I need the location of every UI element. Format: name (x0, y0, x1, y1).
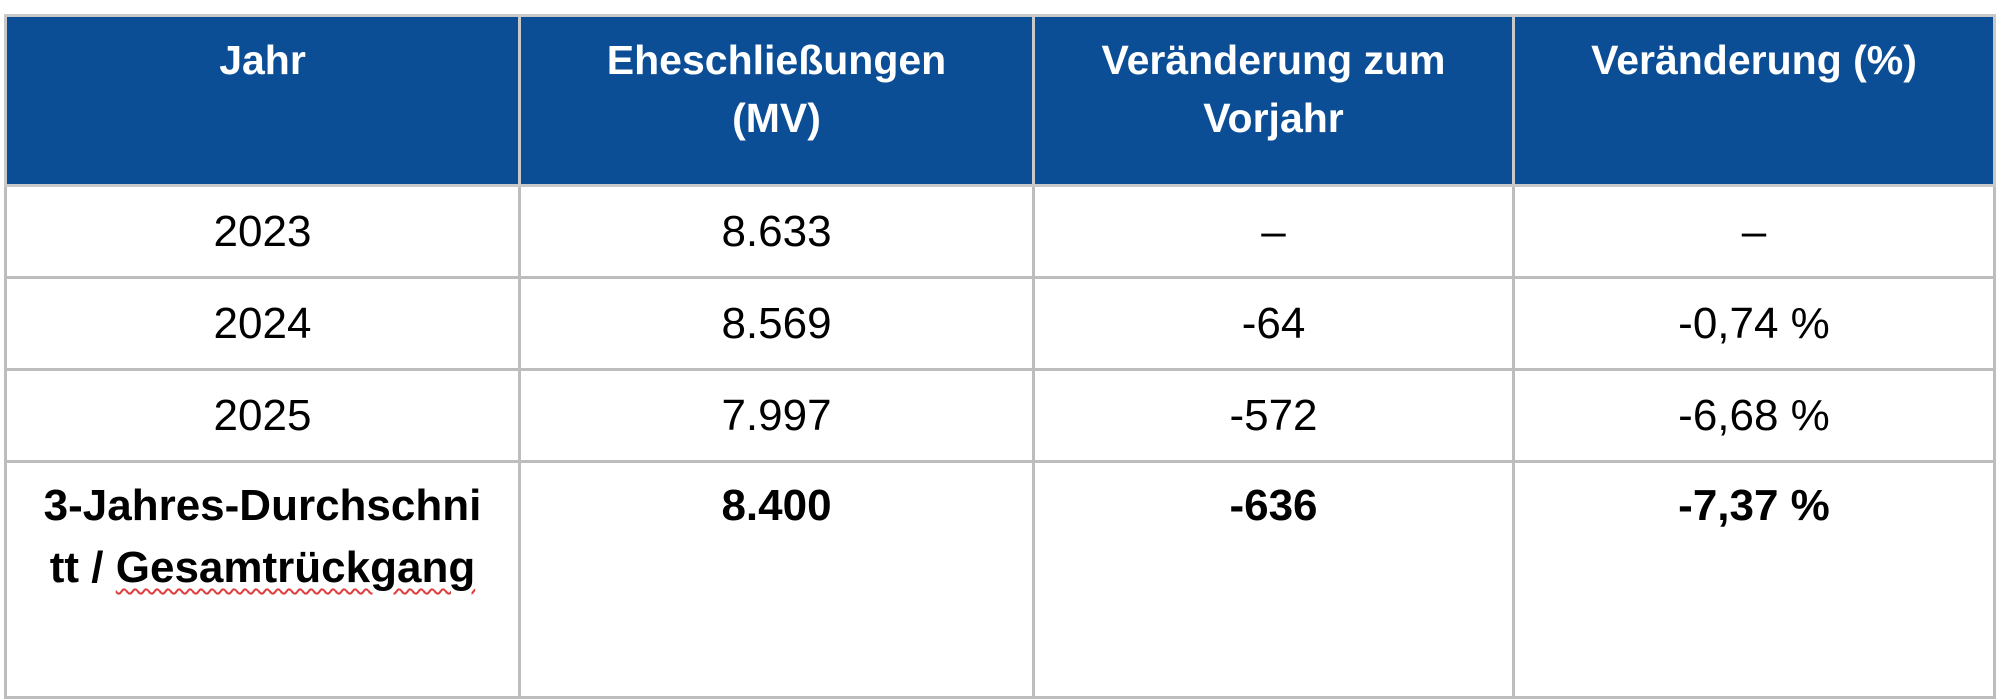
total-row: 3-Jahres-Durchschnitt / Gesamtrückgang 8… (6, 462, 1995, 698)
cell-year: 2024 (6, 278, 520, 370)
total-label: 3-Jahres-Durchschnitt / Gesamtrückgang (43, 475, 483, 599)
header-change-previous-year: Veränderung zum Vorjahr (1034, 16, 1514, 186)
header-row: Jahr Eheschließungen (MV) Veränderung zu… (6, 16, 1995, 186)
total-label-decline: Gesamtrückgang (116, 543, 475, 592)
cell-year: 2023 (6, 186, 520, 278)
cell-change: -572 (1034, 370, 1514, 462)
table-body: 2023 8.633 – – 2024 8.569 -64 -0,74 % 20… (6, 186, 1995, 698)
table-row: 2024 8.569 -64 -0,74 % (6, 278, 1995, 370)
header-change-percent: Veränderung (%) (1514, 16, 1995, 186)
marriage-statistics-table: Jahr Eheschließungen (MV) Veränderung zu… (4, 14, 1996, 699)
cell-percent: -0,74 % (1514, 278, 1995, 370)
cell-total-change: -636 (1034, 462, 1514, 698)
cell-total-value: 8.400 (520, 462, 1034, 698)
cell-percent: – (1514, 186, 1995, 278)
cell-change: – (1034, 186, 1514, 278)
header-percent-label: Veränderung (%) (1591, 31, 1917, 89)
cell-total-label: 3-Jahres-Durchschnitt / Gesamtrückgang (6, 462, 520, 698)
cell-percent: -6,68 % (1514, 370, 1995, 462)
header-change-label: Veränderung zum Vorjahr (1064, 31, 1484, 147)
cell-change: -64 (1034, 278, 1514, 370)
table-row: 2025 7.997 -572 -6,68 % (6, 370, 1995, 462)
cell-total-percent: -7,37 % (1514, 462, 1995, 698)
header-year: Jahr (6, 16, 520, 186)
header-year-label: Jahr (219, 31, 306, 89)
header-marriages: Eheschließungen (MV) (520, 16, 1034, 186)
cell-marriages: 7.997 (520, 370, 1034, 462)
header-marriages-label: Eheschließungen (MV) (567, 31, 987, 147)
cell-marriages: 8.569 (520, 278, 1034, 370)
table-header: Jahr Eheschließungen (MV) Veränderung zu… (6, 16, 1995, 186)
table-row: 2023 8.633 – – (6, 186, 1995, 278)
cell-year: 2025 (6, 370, 520, 462)
cell-marriages: 8.633 (520, 186, 1034, 278)
